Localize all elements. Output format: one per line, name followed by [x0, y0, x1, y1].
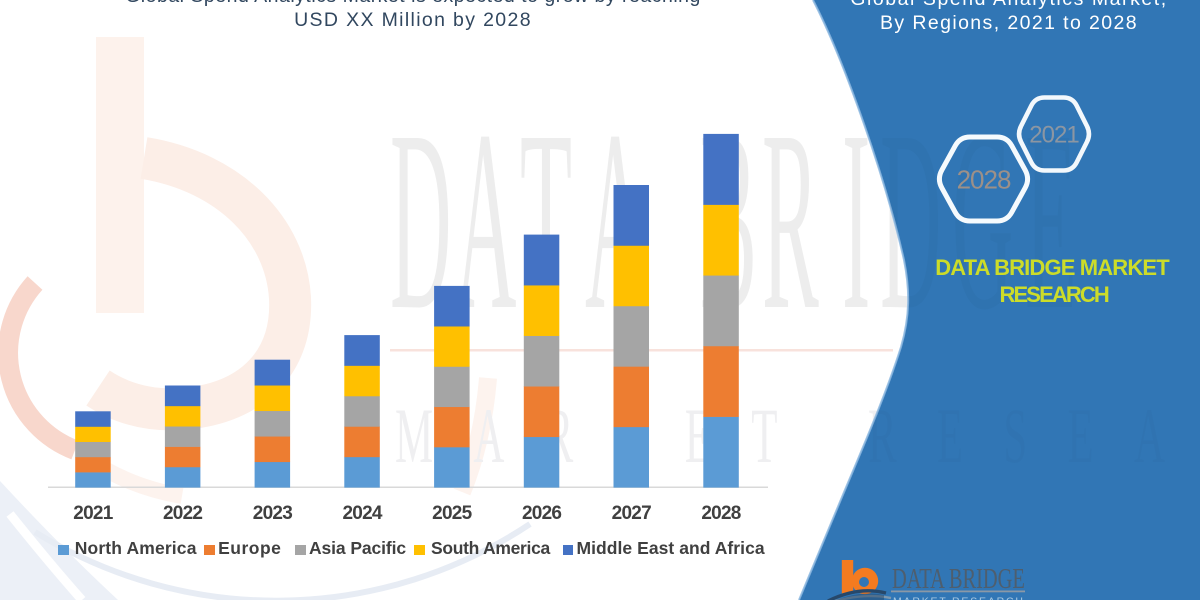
svg-text:D: D [390, 77, 451, 363]
svg-text:2021: 2021 [1029, 122, 1079, 149]
svg-text:A: A [455, 77, 516, 363]
svg-text:R: R [762, 77, 819, 363]
svg-text:MARKET RESEARCH: MARKET RESEARCH [395, 393, 1200, 480]
svg-text:T: T [520, 77, 572, 363]
svg-text:E: E [1025, 77, 1077, 363]
svg-text:MARKET RESEARCH: MARKET RESEARCH [893, 596, 1023, 600]
svg-text:B: B [700, 77, 757, 363]
svg-text:2028: 2028 [957, 165, 1011, 195]
svg-text:R: R [762, 77, 819, 363]
svg-text:A: A [585, 77, 646, 363]
svg-text:DATA BRIDGE: DATA BRIDGE [892, 564, 1025, 595]
svg-text:I: I [842, 77, 870, 363]
svg-text:D: D [880, 77, 941, 363]
